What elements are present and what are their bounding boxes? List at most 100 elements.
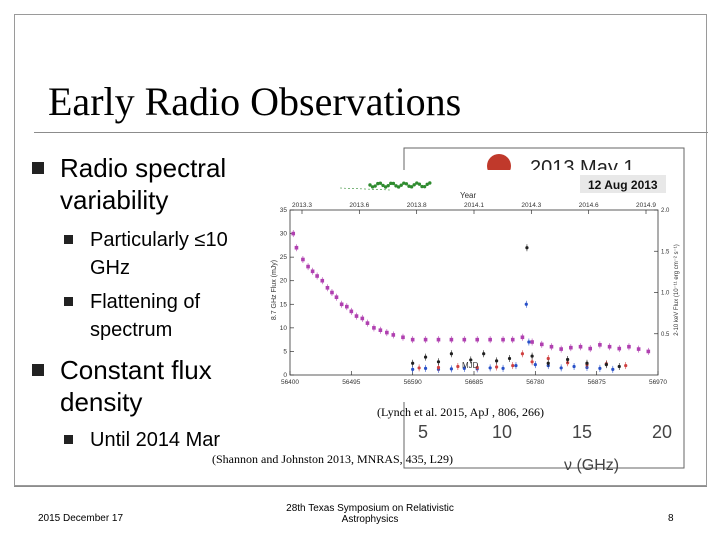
green-trail-point <box>386 183 390 188</box>
data-point <box>636 345 641 353</box>
point-marker <box>436 337 441 342</box>
data-point <box>488 336 492 344</box>
green-trail-point <box>402 181 406 185</box>
data-point <box>462 364 466 372</box>
data-point <box>488 364 492 372</box>
point-marker <box>520 352 525 356</box>
data-point <box>462 336 467 344</box>
data-point <box>546 359 550 367</box>
point-marker <box>559 347 563 351</box>
data-point <box>604 361 608 369</box>
point-marker <box>525 246 529 250</box>
y-tick-label: 25 <box>280 254 288 261</box>
point-marker <box>325 285 330 290</box>
green-trail-point <box>417 182 422 186</box>
subbullet-flattening-of-spectrum: Flattening of spectrum <box>64 288 200 344</box>
front-lightcurve-figure: Year 12 Aug 2013 56400 56495 56590 56685 567… <box>250 170 682 402</box>
slide-title: Early Radio Observations <box>48 79 462 124</box>
point-marker <box>520 335 525 340</box>
data-point <box>436 358 441 366</box>
subbullet-line: GHz <box>90 257 130 279</box>
point-marker <box>310 269 315 274</box>
green-trail-point <box>409 185 414 189</box>
data-point <box>501 364 505 372</box>
green-trail-point <box>404 182 409 186</box>
footer-conference: 28th Texas Symposium on Relativistic Ast… <box>260 503 480 525</box>
point-marker <box>301 257 305 262</box>
point-marker <box>411 367 415 371</box>
point-marker <box>378 328 383 333</box>
data-point <box>559 364 563 372</box>
data-point <box>482 350 486 358</box>
point-marker <box>349 309 354 314</box>
data-point <box>456 363 460 371</box>
point-marker <box>330 290 334 295</box>
data-point <box>527 338 531 346</box>
data-point <box>598 364 602 372</box>
data-point <box>566 355 570 363</box>
subbullet-particularly-10ghz: Particularly ≤10 GHz <box>64 226 228 282</box>
data-point <box>598 341 602 349</box>
front-figure-date-label: 12 Aug 2013 <box>588 178 658 192</box>
data-point <box>530 338 534 346</box>
point-marker <box>462 337 467 342</box>
data-point <box>325 284 330 292</box>
green-trail-point <box>368 183 372 187</box>
data-point <box>572 363 576 371</box>
left-axis-label: 8.7 GHz Flux (mJy) <box>271 260 278 320</box>
point-marker <box>320 278 325 283</box>
data-point <box>533 361 537 369</box>
data-point <box>378 326 383 334</box>
data-point <box>291 230 296 238</box>
y-tick-label: 20 <box>280 278 288 285</box>
green-trail-point <box>370 185 375 189</box>
x-tick-label: 56590 <box>404 379 422 386</box>
data-point <box>320 277 325 285</box>
green-trail-point <box>378 181 383 185</box>
green-trail-point <box>381 183 385 188</box>
point-marker <box>385 330 389 335</box>
point-marker <box>507 356 512 361</box>
bullet-line: variability <box>60 185 169 215</box>
point-marker <box>572 364 576 369</box>
data-point <box>617 363 621 371</box>
right-axis-label: 2-10 keV Flux (10⁻¹¹ erg cm⁻² s⁻¹) <box>674 244 680 336</box>
point-marker <box>360 316 365 321</box>
point-marker <box>423 355 428 359</box>
green-trail-point <box>394 184 398 188</box>
data-point <box>507 355 512 362</box>
right-tick-label: 2.0 <box>661 208 670 214</box>
point-marker <box>524 302 528 306</box>
point-marker <box>598 366 602 370</box>
point-marker <box>436 365 441 370</box>
data-point <box>588 345 593 353</box>
subbullet-until-2014-mar: Until 2014 Mar <box>64 426 220 454</box>
point-marker <box>578 344 583 349</box>
data-point <box>411 365 415 373</box>
data-point <box>410 336 415 344</box>
data-point <box>306 263 310 271</box>
y-tick-label: 0 <box>283 372 287 379</box>
point-marker <box>449 352 454 356</box>
bullet-square-icon <box>32 162 44 174</box>
point-marker <box>546 356 550 361</box>
point-marker <box>514 363 518 368</box>
data-point <box>501 336 505 344</box>
green-trail-point <box>383 185 388 189</box>
point-marker <box>494 365 499 369</box>
back-x-tick: 10 <box>492 422 512 442</box>
footer-conference-line: 28th Texas Symposium on Relativistic <box>286 503 454 514</box>
point-marker <box>294 245 299 250</box>
right-tick-label: 1.5 <box>661 249 670 255</box>
point-marker <box>411 361 415 365</box>
point-marker <box>436 360 441 364</box>
point-marker <box>469 358 473 362</box>
point-marker <box>345 304 349 309</box>
green-trail-point <box>376 181 380 186</box>
green-trail-point <box>415 181 419 185</box>
point-marker <box>475 365 479 370</box>
point-marker <box>339 302 344 307</box>
point-marker <box>423 337 428 342</box>
data-point <box>611 365 615 373</box>
green-trail-point <box>373 184 377 188</box>
